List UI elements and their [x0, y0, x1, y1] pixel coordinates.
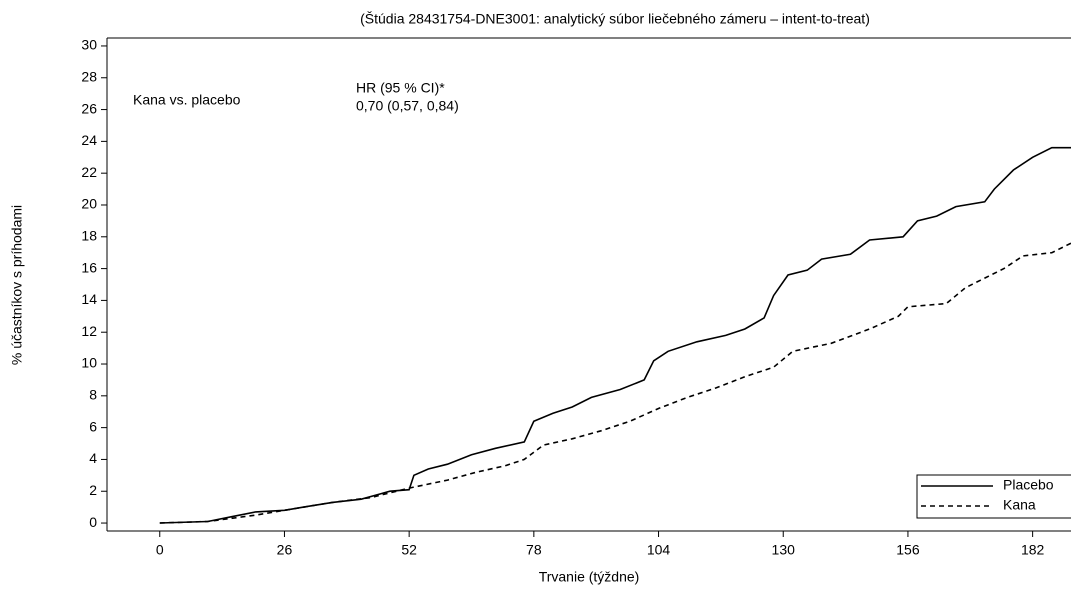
y-axis-title: % účastníkov s príhodami — [9, 205, 25, 365]
x-tick-label: 130 — [772, 542, 796, 558]
annotation: Kana vs. placebo — [133, 92, 241, 108]
x-tick-label: 52 — [401, 542, 417, 558]
y-tick-label: 0 — [89, 514, 97, 530]
y-tick-label: 4 — [89, 450, 97, 466]
y-tick-label: 28 — [81, 68, 97, 84]
y-tick-label: 30 — [81, 37, 97, 53]
chart-title: (Štúdia 28431754-DNE3001: analytický súb… — [360, 11, 870, 27]
y-tick-label: 18 — [81, 227, 97, 243]
series-line — [159, 242, 1071, 524]
x-tick-label: 0 — [156, 542, 164, 558]
x-axis-title: Trvanie (týždne) — [539, 569, 640, 585]
y-tick-label: 22 — [81, 164, 97, 180]
y-tick-label: 6 — [89, 418, 97, 434]
legend-label: Kana — [1003, 497, 1036, 513]
annotation: HR (95 % CI)* — [356, 80, 445, 96]
x-tick-label: 26 — [277, 542, 293, 558]
y-tick-label: 16 — [81, 259, 97, 275]
x-tick-label: 156 — [896, 542, 920, 558]
series-line — [159, 146, 1071, 524]
y-tick-label: 2 — [89, 482, 97, 498]
x-tick-label: 104 — [647, 542, 671, 558]
y-tick-label: 10 — [81, 355, 97, 371]
legend-box — [916, 474, 1071, 519]
annotation: 0,70 (0,57, 0,84) — [356, 98, 459, 114]
x-tick-label: 182 — [1021, 542, 1045, 558]
x-tick-label: 78 — [526, 542, 542, 558]
y-tick-label: 26 — [81, 100, 97, 116]
legend-label: Placebo — [1003, 477, 1054, 493]
y-tick-label: 12 — [81, 323, 97, 339]
y-tick-label: 8 — [89, 387, 97, 403]
y-tick-label: 14 — [81, 291, 97, 307]
y-tick-label: 24 — [81, 132, 97, 148]
y-tick-label: 20 — [81, 196, 97, 212]
